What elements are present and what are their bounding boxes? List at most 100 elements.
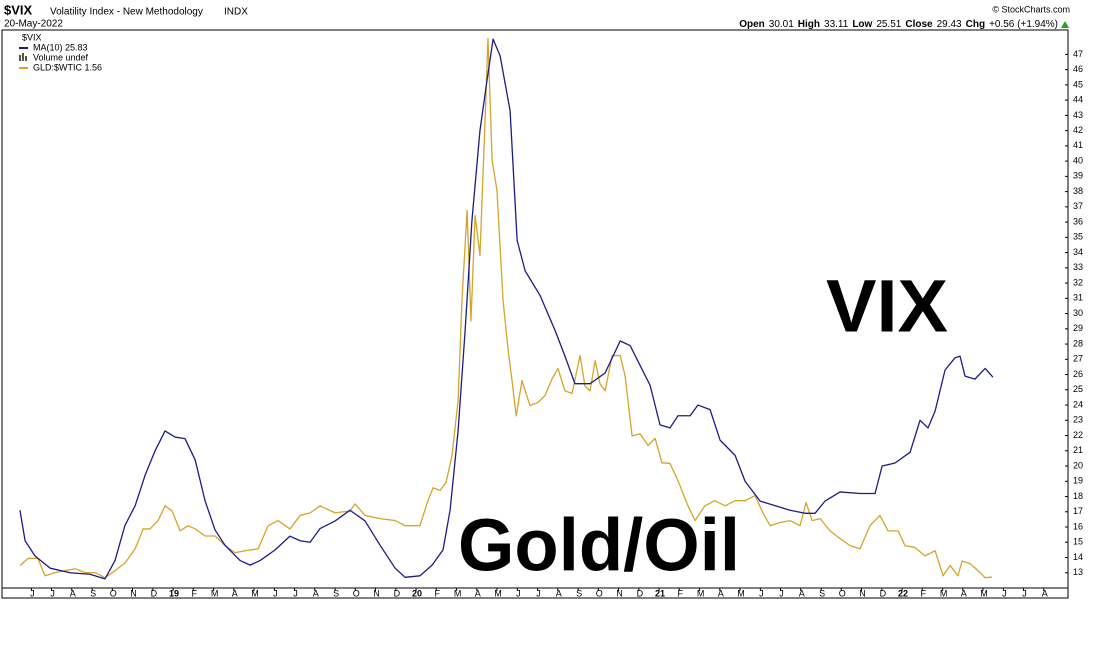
x-tick-label: 20 bbox=[412, 588, 422, 598]
x-tick-label: J bbox=[1002, 588, 1007, 598]
exchange: INDX bbox=[224, 7, 248, 18]
x-tick-label: D bbox=[394, 588, 401, 598]
x-tick-label: M bbox=[980, 588, 988, 598]
x-tick-label: F bbox=[920, 588, 926, 598]
y-tick-label: 36 bbox=[1073, 216, 1083, 226]
y-tick-label: 17 bbox=[1073, 506, 1083, 516]
chart-title: $VIX bbox=[4, 2, 33, 17]
annotation: VIX bbox=[826, 265, 948, 348]
y-tick-label: 33 bbox=[1073, 262, 1083, 272]
x-tick-label: J bbox=[516, 588, 521, 598]
x-tick-label: J bbox=[50, 588, 55, 598]
y-tick-label: 27 bbox=[1073, 354, 1083, 364]
y-tick-label: 28 bbox=[1073, 338, 1083, 348]
x-tick-label: N bbox=[859, 588, 866, 598]
y-tick-label: 40 bbox=[1073, 155, 1083, 165]
y-tick-label: 14 bbox=[1073, 552, 1083, 562]
y-tick-label: 19 bbox=[1073, 476, 1083, 486]
y-tick-label: 32 bbox=[1073, 277, 1083, 287]
x-tick-label: A bbox=[232, 588, 238, 598]
legend-title: $VIX bbox=[22, 32, 42, 42]
x-tick-label: A bbox=[718, 588, 724, 598]
volume-icon bbox=[22, 53, 24, 61]
y-tick-label: 31 bbox=[1073, 293, 1083, 303]
x-tick-label: F bbox=[191, 588, 197, 598]
x-tick-label: A bbox=[961, 588, 967, 598]
x-tick-label: J bbox=[273, 588, 278, 598]
x-tick-label: S bbox=[90, 588, 96, 598]
x-tick-label: F bbox=[677, 588, 683, 598]
x-tick-label: M bbox=[697, 588, 705, 598]
x-tick-label: M bbox=[737, 588, 745, 598]
x-tick-label: J bbox=[779, 588, 784, 598]
y-tick-label: 21 bbox=[1073, 445, 1083, 455]
quote-label: Low bbox=[852, 19, 872, 30]
y-tick-label: 43 bbox=[1073, 110, 1083, 120]
x-tick-label: A bbox=[475, 588, 481, 598]
y-tick-label: 41 bbox=[1073, 140, 1083, 150]
y-tick-label: 39 bbox=[1073, 171, 1083, 181]
y-tick-label: 25 bbox=[1073, 384, 1083, 394]
y-tick-label: 37 bbox=[1073, 201, 1083, 211]
x-tick-label: O bbox=[110, 588, 117, 598]
legend-extra: Volume undef bbox=[33, 52, 89, 62]
y-tick-label: 47 bbox=[1073, 49, 1083, 59]
y-tick-label: 18 bbox=[1073, 491, 1083, 501]
x-tick-label: D bbox=[637, 588, 644, 598]
y-tick-label: 42 bbox=[1073, 125, 1083, 135]
y-tick-label: 15 bbox=[1073, 537, 1083, 547]
x-tick-label: O bbox=[839, 588, 846, 598]
credit: © StockCharts.com bbox=[992, 4, 1070, 14]
volume-icon bbox=[25, 56, 27, 61]
quote-label: Open bbox=[739, 19, 765, 30]
x-tick-label: N bbox=[130, 588, 137, 598]
x-tick-label: O bbox=[596, 588, 603, 598]
chart-subtitle: Volatility Index - New Methodology bbox=[50, 7, 203, 18]
quote-value: 25.51 bbox=[876, 19, 901, 30]
x-tick-label: A bbox=[556, 588, 562, 598]
x-tick-label: D bbox=[880, 588, 887, 598]
x-tick-label: S bbox=[333, 588, 339, 598]
y-tick-label: 46 bbox=[1073, 64, 1083, 74]
quote-value: 29.43 bbox=[937, 19, 962, 30]
y-tick-label: 29 bbox=[1073, 323, 1083, 333]
legend-label: GLD:$WTIC 1.56 bbox=[33, 62, 102, 72]
volume-icon bbox=[19, 55, 21, 61]
x-tick-label: M bbox=[494, 588, 502, 598]
x-tick-label: N bbox=[616, 588, 623, 598]
quote-label: High bbox=[798, 19, 820, 30]
x-tick-label: M bbox=[211, 588, 219, 598]
y-tick-label: 13 bbox=[1073, 567, 1083, 577]
x-tick-label: A bbox=[70, 588, 76, 598]
y-tick-label: 35 bbox=[1073, 232, 1083, 242]
x-tick-label: J bbox=[536, 588, 541, 598]
chart-date: 20-May-2022 bbox=[4, 19, 63, 30]
x-tick-label: A bbox=[1042, 588, 1048, 598]
x-tick-label: A bbox=[313, 588, 319, 598]
quote-value: 33.11 bbox=[824, 19, 849, 30]
x-tick-label: A bbox=[799, 588, 805, 598]
quote-value: 30.01 bbox=[769, 19, 794, 30]
y-tick-label: 34 bbox=[1073, 247, 1083, 257]
y-tick-label: 26 bbox=[1073, 369, 1083, 379]
x-tick-label: M bbox=[454, 588, 462, 598]
x-tick-label: F bbox=[434, 588, 440, 598]
quote-label: Close bbox=[905, 19, 933, 30]
series-line bbox=[19, 38, 994, 580]
y-tick-label: 30 bbox=[1073, 308, 1083, 318]
y-tick-label: 22 bbox=[1073, 430, 1083, 440]
x-tick-label: J bbox=[1022, 588, 1027, 598]
x-tick-label: O bbox=[353, 588, 360, 598]
y-tick-label: 16 bbox=[1073, 521, 1083, 531]
x-tick-label: N bbox=[373, 588, 380, 598]
x-tick-label: S bbox=[576, 588, 582, 598]
legend-label: MA(10) 25.83 bbox=[33, 42, 88, 52]
series-line bbox=[19, 37, 993, 579]
x-tick-label: M bbox=[251, 588, 259, 598]
y-tick-label: 24 bbox=[1073, 399, 1083, 409]
x-tick-label: D bbox=[151, 588, 158, 598]
y-tick-label: 45 bbox=[1073, 79, 1083, 89]
up-arrow bbox=[1061, 21, 1069, 28]
x-tick-label: M bbox=[940, 588, 948, 598]
